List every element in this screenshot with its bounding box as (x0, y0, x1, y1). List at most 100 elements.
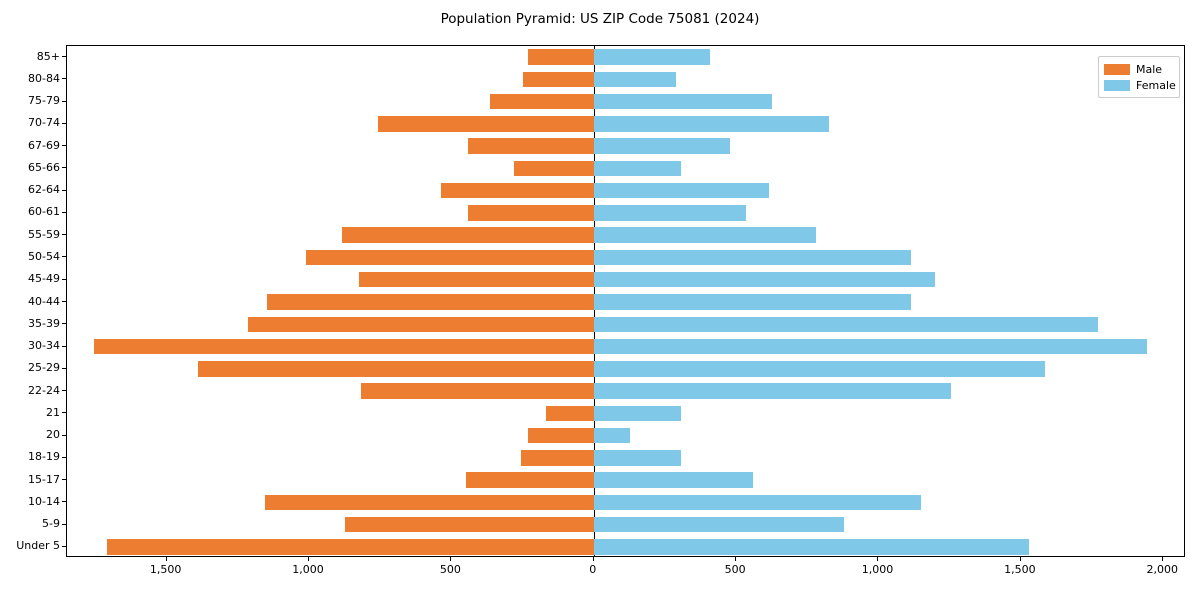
bar-female[interactable] (593, 294, 911, 310)
bar-male[interactable] (345, 516, 594, 533)
bar-male[interactable] (513, 160, 594, 177)
bar-female[interactable] (593, 450, 681, 466)
x-axis-tick-label: 1,000 (861, 563, 894, 576)
y-axis-tick-mark (62, 501, 66, 503)
bar-female[interactable] (593, 539, 1030, 555)
x-axis-tick-mark (165, 557, 167, 561)
legend-swatch-female-icon (1104, 79, 1130, 91)
pyramid-row (67, 249, 1184, 266)
y-axis-tick-mark (62, 345, 66, 347)
x-axis-tick-label: 1,500 (1004, 563, 1036, 576)
legend-label-male: Male (1136, 62, 1163, 76)
bar-male[interactable] (546, 405, 594, 422)
pyramid-row (67, 405, 1184, 422)
bar-male[interactable] (266, 294, 594, 310)
x-axis-tick-label: 500 (439, 563, 461, 576)
bar-female[interactable] (593, 472, 753, 488)
bar-female[interactable] (593, 338, 1147, 355)
pyramid-row (67, 472, 1184, 488)
y-axis-tick-label: 62-64 (28, 183, 60, 197)
bar-female[interactable] (593, 516, 845, 533)
bar-female[interactable] (593, 316, 1099, 332)
bar-male[interactable] (523, 71, 594, 88)
y-axis-tick-mark (62, 323, 66, 325)
pyramid-row (67, 383, 1184, 399)
bar-male[interactable] (441, 182, 594, 199)
bar-male[interactable] (197, 361, 594, 377)
y-axis-tick-mark (62, 456, 66, 458)
bar-male[interactable] (527, 427, 594, 444)
y-axis-tick-mark (62, 211, 66, 213)
y-axis-tick-label: 15-17 (28, 472, 60, 486)
bar-female[interactable] (593, 93, 773, 110)
y-axis-tick-label: Under 5 (16, 539, 60, 553)
bar-female[interactable] (593, 49, 710, 65)
bar-female[interactable] (593, 405, 681, 422)
bar-male[interactable] (305, 249, 594, 266)
y-axis-tick-mark (62, 301, 66, 302)
legend-item-male[interactable]: Male (1104, 61, 1174, 77)
y-axis-tick-label: 85+ (36, 49, 60, 63)
y-axis-tick-label: 22-24 (28, 383, 60, 397)
y-axis-tick-label: 5-9 (42, 517, 60, 531)
y-axis-tick-mark (62, 390, 66, 392)
bar-male[interactable] (468, 138, 594, 154)
bar-male[interactable] (106, 539, 594, 555)
y-axis-tick-mark (62, 434, 66, 436)
bar-female[interactable] (593, 427, 630, 444)
bar-male[interactable] (520, 450, 594, 466)
x-axis-tick-mark (450, 557, 452, 561)
bar-female[interactable] (593, 160, 681, 177)
pyramid-row (67, 361, 1184, 377)
bar-female[interactable] (593, 361, 1045, 377)
bar-female[interactable] (593, 138, 730, 154)
pyramid-row (67, 160, 1184, 177)
bar-male[interactable] (248, 316, 594, 332)
y-axis-tick-label: 60-61 (28, 205, 60, 219)
y-axis-tick-label: 45-49 (28, 272, 60, 286)
bar-male[interactable] (359, 271, 594, 288)
x-axis-tick-label: 2,000 (1146, 563, 1178, 576)
bar-female[interactable] (593, 494, 921, 511)
bar-male[interactable] (360, 383, 594, 399)
y-axis-tick-mark (62, 122, 66, 124)
pyramid-row (67, 271, 1184, 288)
bar-male[interactable] (342, 227, 594, 243)
bar-female[interactable] (593, 383, 951, 399)
bar-female[interactable] (593, 227, 816, 243)
y-axis-tick-label: 50-54 (28, 249, 60, 263)
y-axis-tick-mark (62, 100, 66, 102)
bar-male[interactable] (489, 93, 594, 110)
y-axis-tick-mark (62, 78, 66, 80)
bar-male[interactable] (94, 338, 594, 355)
x-axis-tick-label: 0 (589, 563, 597, 576)
bar-female[interactable] (593, 71, 677, 88)
pyramid-row (67, 138, 1184, 154)
y-axis-tick-label: 40-44 (28, 294, 60, 308)
legend-item-female[interactable]: Female (1104, 77, 1176, 93)
bar-female[interactable] (593, 249, 911, 266)
pyramid-row (67, 338, 1184, 355)
pyramid-row (67, 294, 1184, 310)
plot-area (66, 45, 1185, 557)
x-axis-tick-mark (592, 557, 594, 561)
pyramid-row (67, 316, 1184, 332)
bar-male[interactable] (465, 472, 594, 488)
pyramid-row (67, 494, 1184, 511)
pyramid-row (67, 93, 1184, 110)
pyramid-row (67, 116, 1184, 132)
y-axis-tick-label: 20 (46, 428, 60, 442)
bar-female[interactable] (593, 182, 770, 199)
bar-male[interactable] (527, 49, 594, 65)
bar-male[interactable] (468, 205, 594, 221)
bar-female[interactable] (593, 116, 829, 132)
y-axis-tick-mark (62, 479, 66, 481)
bar-male[interactable] (264, 494, 594, 511)
chart-title: Population Pyramid: US ZIP Code 75081 (2… (440, 11, 760, 27)
bar-female[interactable] (593, 205, 747, 221)
bar-male[interactable] (377, 116, 594, 132)
bar-female[interactable] (593, 271, 936, 288)
y-axis-tick-label: 25-29 (28, 361, 60, 375)
x-axis-tick-mark (735, 557, 737, 561)
